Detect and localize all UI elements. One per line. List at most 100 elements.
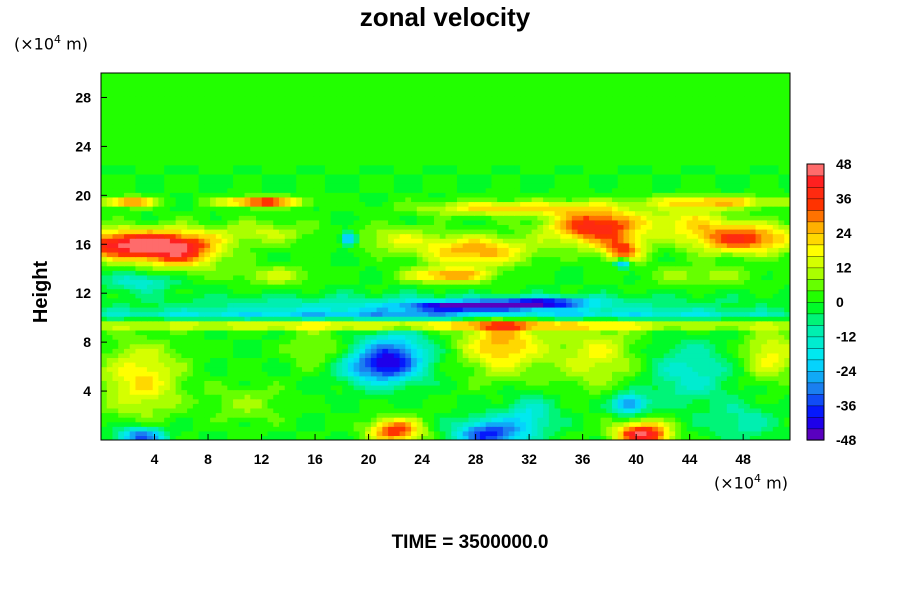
heatmap-cell [744,261,751,267]
heatmap-cell [537,265,544,271]
heatmap-cell [606,407,613,414]
heatmap-cell [514,343,521,349]
heatmap-cell [778,261,785,267]
heatmap-cell [445,279,452,285]
heatmap-cell [359,407,366,414]
heatmap-cell [698,261,705,267]
heatmap-cell [698,362,705,368]
heatmap-cell [721,417,728,423]
heatmap-cell [175,265,182,271]
heatmap-cell [278,435,286,440]
heatmap-cell [411,297,418,303]
heatmap-cell [376,339,383,345]
heatmap-cell [744,352,751,359]
heatmap-cell [428,421,435,427]
heatmap-cell [767,343,774,349]
heatmap-cell [187,417,194,423]
heatmap-cell [250,389,257,395]
heatmap-cell [698,274,705,281]
heatmap-cell [169,430,177,437]
heatmap-cell [617,375,625,381]
heatmap-cell [382,293,389,299]
heatmap-cell [290,362,297,368]
heatmap-cell [767,398,774,404]
heatmap-cell [434,412,441,418]
heatmap-cell [284,394,292,400]
heatmap-cell [548,357,556,363]
heatmap-cell [181,339,188,345]
heatmap-cell [726,288,734,294]
heatmap-cell [502,417,510,423]
heatmap-cell [158,284,165,290]
heatmap-cell [428,348,435,354]
heatmap-cell [703,412,711,418]
heatmap-cell [336,302,343,308]
heatmap-cell [313,274,320,281]
heatmap-cell [652,435,659,440]
heatmap-cell [411,306,418,313]
heatmap-cell [669,334,676,340]
heatmap-cell [680,357,688,363]
heatmap-cell [715,302,722,308]
heatmap-cell [652,261,659,267]
heatmap-cell [560,325,567,331]
heatmap-cell [680,279,688,285]
heatmap-cell [479,426,487,432]
heatmap-cell [192,417,200,423]
heatmap-cell [531,357,538,363]
heatmap-cell [388,265,395,271]
heatmap-cell [589,352,596,359]
heatmap-cell [324,394,332,400]
heatmap-cell [761,357,768,363]
heatmap-cell [376,251,383,258]
heatmap-cell [192,288,200,294]
heatmap-cell [514,384,521,391]
heatmap-cell [560,293,567,299]
heatmap-cell [663,306,671,313]
heatmap-cell [238,325,246,331]
heatmap-cell [428,366,435,372]
heatmap-cell [491,389,498,395]
heatmap-cell [336,288,343,294]
heatmap-cell [744,398,751,404]
heatmap-cell [680,274,688,281]
heatmap-cell [273,274,280,281]
heatmap-cell [451,329,458,336]
heatmap-cell [307,407,315,414]
heatmap-cell [261,320,269,326]
heatmap-cell [612,384,619,391]
heatmap-cell [233,288,240,294]
heatmap-cell [101,412,108,418]
heatmap-cell [118,261,125,267]
heatmap-cell [227,343,234,349]
heatmap-cell [393,247,401,253]
heatmap-cell [520,306,527,313]
heatmap-cell [221,384,228,391]
heatmap-cell [520,389,527,395]
heatmap-cell [158,311,165,317]
heatmap-cell [101,417,108,423]
heatmap-cell [566,412,573,418]
heatmap-cell [347,435,355,440]
heatmap-cell [439,371,447,377]
heatmap-cell [158,256,165,262]
heatmap-cell [175,421,182,427]
heatmap-cell [267,421,274,427]
heatmap-cell [686,384,693,391]
heatmap-cell [359,256,366,262]
heatmap-cell [663,371,671,377]
heatmap-cell [181,384,188,391]
heatmap-cell [721,403,728,409]
heatmap-cell [307,320,315,326]
heatmap-cell [715,352,722,359]
heatmap-cell [640,316,648,322]
heatmap-cell [284,407,292,414]
heatmap-cell [405,389,412,395]
heatmap-cell [278,288,286,294]
heatmap-cell [468,306,475,313]
heatmap-cell [221,380,228,386]
heatmap-cell [376,407,383,414]
heatmap-cell [669,380,676,386]
heatmap-cell [301,398,309,404]
